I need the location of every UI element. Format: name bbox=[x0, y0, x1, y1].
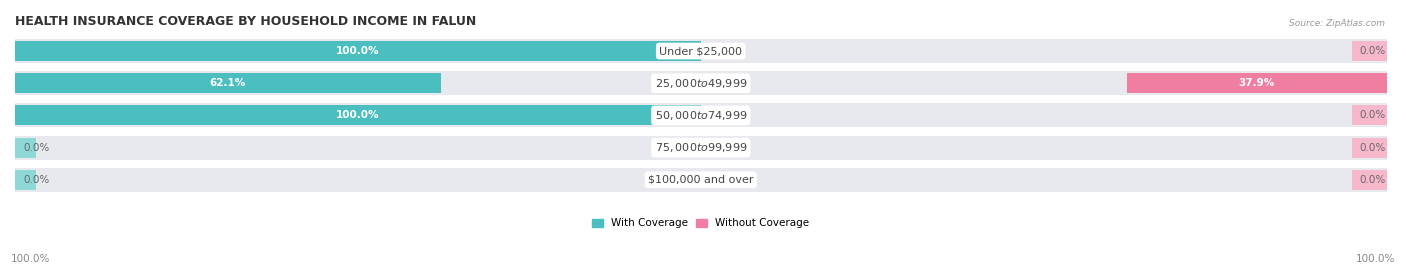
Text: 0.0%: 0.0% bbox=[1360, 110, 1385, 121]
Legend: With Coverage, Without Coverage: With Coverage, Without Coverage bbox=[592, 218, 810, 228]
Text: 0.0%: 0.0% bbox=[1360, 143, 1385, 153]
Bar bbox=[1353, 138, 1386, 158]
Text: 100.0%: 100.0% bbox=[336, 110, 380, 121]
Text: $75,000 to $99,999: $75,000 to $99,999 bbox=[655, 141, 747, 154]
Text: 62.1%: 62.1% bbox=[209, 78, 246, 88]
Bar bbox=[15, 103, 1386, 128]
Bar bbox=[15, 136, 1386, 160]
Bar bbox=[15, 168, 1386, 192]
Text: 0.0%: 0.0% bbox=[22, 175, 49, 185]
Bar bbox=[15, 39, 1386, 63]
Text: 0.0%: 0.0% bbox=[22, 143, 49, 153]
Text: Source: ZipAtlas.com: Source: ZipAtlas.com bbox=[1289, 19, 1385, 28]
Bar bbox=[15, 41, 700, 61]
Text: $100,000 and over: $100,000 and over bbox=[648, 175, 754, 185]
Text: 0.0%: 0.0% bbox=[1360, 46, 1385, 56]
Text: 100.0%: 100.0% bbox=[1355, 254, 1395, 264]
Bar bbox=[15, 170, 35, 190]
Text: 0.0%: 0.0% bbox=[1360, 175, 1385, 185]
Text: 37.9%: 37.9% bbox=[1239, 78, 1275, 88]
Text: 100.0%: 100.0% bbox=[11, 254, 51, 264]
Bar bbox=[1353, 41, 1386, 61]
Bar bbox=[15, 73, 441, 93]
Bar bbox=[15, 138, 35, 158]
Text: $50,000 to $74,999: $50,000 to $74,999 bbox=[655, 109, 747, 122]
Bar bbox=[1126, 73, 1386, 93]
Bar bbox=[1353, 170, 1386, 190]
Bar bbox=[1353, 105, 1386, 125]
Text: Under $25,000: Under $25,000 bbox=[659, 46, 742, 56]
Bar bbox=[15, 105, 700, 125]
Bar bbox=[15, 71, 1386, 95]
Text: 100.0%: 100.0% bbox=[336, 46, 380, 56]
Text: HEALTH INSURANCE COVERAGE BY HOUSEHOLD INCOME IN FALUN: HEALTH INSURANCE COVERAGE BY HOUSEHOLD I… bbox=[15, 15, 477, 28]
Text: $25,000 to $49,999: $25,000 to $49,999 bbox=[655, 77, 747, 90]
